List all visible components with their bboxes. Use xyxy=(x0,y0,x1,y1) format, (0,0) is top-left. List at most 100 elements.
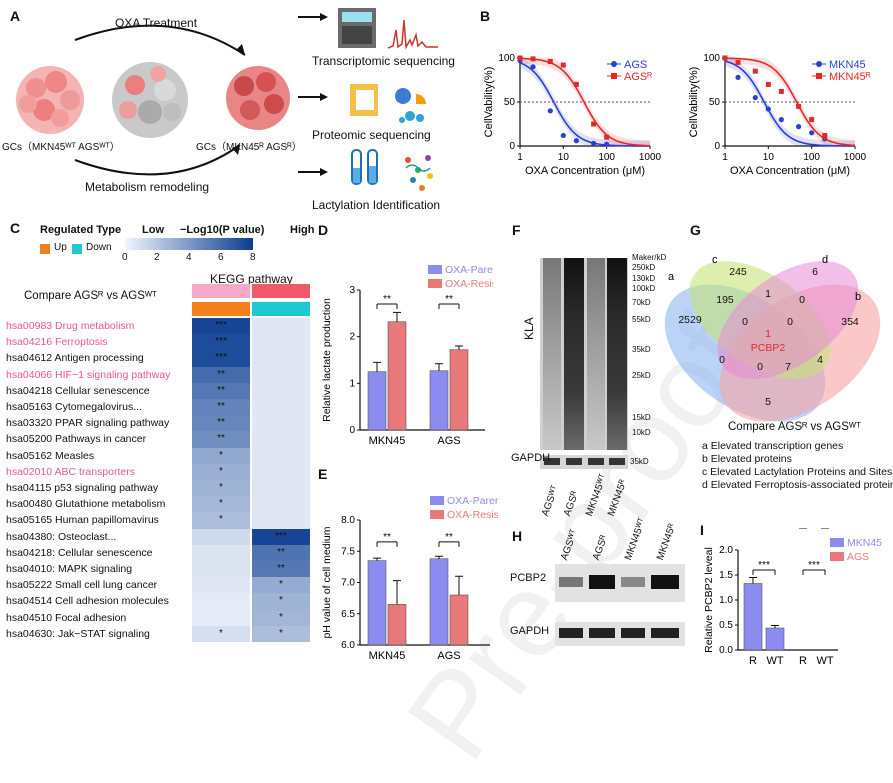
heatmap-cell-a xyxy=(192,577,250,595)
lane-label: AGSᵂᵀ xyxy=(540,484,562,518)
lane-label: MKN45ᵂᵀ xyxy=(623,516,649,562)
pcbp2-band xyxy=(559,577,583,587)
bar xyxy=(449,349,469,431)
kegg-header-a xyxy=(192,284,250,298)
bar xyxy=(387,604,407,646)
heatmap-cell-a: *** xyxy=(192,318,250,336)
bar xyxy=(387,321,407,431)
marker-ladder-labels: Maker/kD 250kD 130kD 100kD 70kD 55kD 35kD 25kD 1… xyxy=(632,253,692,453)
x-tick-label: AGS xyxy=(437,435,460,447)
heatmap-cell-a: ** xyxy=(192,415,250,433)
kegg-row-label: hsa00983 Drug metabolism xyxy=(6,320,135,332)
legend-label: MKN45 xyxy=(829,59,866,71)
marker-label: 55kD xyxy=(632,315,651,324)
y-axis-label: pH value of cell medium xyxy=(321,526,333,638)
y-tick-label: 0.5 xyxy=(719,620,733,631)
data-point xyxy=(809,130,815,136)
data-point xyxy=(530,56,536,62)
down-label: Down xyxy=(86,242,112,253)
heatmap-cell-a: * xyxy=(192,480,250,498)
x-tick-label: AGS xyxy=(437,650,460,662)
wt-cells-label: GCs（MKN45ᵂᵀ AGSᵂᵀ） xyxy=(2,142,120,153)
scale-metric-label: −Log10(P value) xyxy=(180,224,265,236)
y-tick-label: 100 xyxy=(498,53,515,64)
color-scale-tick: 2 xyxy=(154,252,160,263)
gapdh-membrane xyxy=(540,455,628,469)
data-point xyxy=(765,81,771,87)
venn-legend-item: d Elevated Ferroptosis-associated protei… xyxy=(702,479,893,491)
kegg-row-label: hsa04218 Cellular senescence xyxy=(6,384,150,397)
pcbp2-band xyxy=(589,575,615,589)
legend-label: OXA-Resistant xyxy=(445,278,493,290)
sig-label: *** xyxy=(808,560,820,571)
arrow-icon xyxy=(298,93,328,101)
panel-label-d: D xyxy=(318,222,329,238)
venn-set-letter: a xyxy=(668,271,675,283)
heatmap-cell-a: * xyxy=(192,625,250,643)
kla-lane-1 xyxy=(543,258,561,450)
marker-label: 15kD xyxy=(632,413,651,422)
kegg-title: KEGG pathway xyxy=(210,272,293,286)
data-point xyxy=(591,121,597,127)
data-point xyxy=(778,117,784,123)
metabolism-remodeling-label: Metabolism remodeling xyxy=(85,180,210,194)
regulated-type-title: Regulated Type xyxy=(40,224,122,236)
marker-label: 25kD xyxy=(632,371,651,380)
data-point xyxy=(517,55,523,61)
heatmap-cell-a: * xyxy=(192,463,250,481)
venn-count: 1 xyxy=(765,328,771,340)
sig-label: ** xyxy=(383,294,391,305)
venn-set-letter: b xyxy=(855,291,861,303)
fit-curve-resistant xyxy=(519,57,651,147)
sig-label: ** xyxy=(445,532,453,543)
bar xyxy=(429,558,449,646)
heatmap-cell-a: * xyxy=(192,447,250,465)
panel-label-e: E xyxy=(318,466,328,482)
data-point xyxy=(560,132,566,139)
venn-count: 0 xyxy=(757,361,763,373)
regulation-down-cell xyxy=(252,302,310,316)
bar xyxy=(449,594,469,646)
venn-count: 2529 xyxy=(678,314,702,326)
panel-e-chart: 6.0 6.5 7.0 7.5 8.0 pH value of cell medium **… xyxy=(321,495,498,662)
heatmap-cell-a: ** xyxy=(192,399,250,417)
panel-label-f: F xyxy=(512,222,521,238)
data-point xyxy=(604,134,610,140)
heatmap-cell-b xyxy=(252,447,310,465)
heatmap-cell-b: *** xyxy=(252,528,310,546)
compare-label: Compare AGSᴿ vs AGSᵂᵀ xyxy=(24,290,158,302)
y-axis-label: CellVability(%) xyxy=(688,67,700,138)
transcriptomic-label: Transcriptomic sequencing xyxy=(312,54,455,68)
y-tick-label: 3 xyxy=(349,285,355,296)
y-tick-label: 2.0 xyxy=(719,545,733,556)
x-tick-label: MKN45 xyxy=(369,650,406,662)
venn-legend-item: b Elevated proteins xyxy=(702,453,792,465)
color-scale-tick: 0 xyxy=(122,252,128,263)
kegg-row-label: hsa04066 HIF−1 signaling pathway xyxy=(6,368,171,381)
legend-label: MKN45 xyxy=(847,537,882,549)
sig-label: ** xyxy=(383,532,391,543)
heatmap-cell-a xyxy=(192,528,250,546)
lane-label: AGSᵂᵀ xyxy=(559,528,581,562)
panel-label-g: G xyxy=(690,222,701,238)
venn-count: 4 xyxy=(817,354,823,366)
marker-title: Maker/kD xyxy=(632,253,667,262)
y-tick-label: 2 xyxy=(349,332,355,343)
panel-d-chart: 0 1 2 3 Relative lactate production ** ** MKN45… xyxy=(321,264,493,447)
venn-set-letter: d xyxy=(822,254,828,266)
heatmap-cell-b xyxy=(252,399,310,417)
panel-f-lane-labels: AGSᵂᵀ AGSᴿ MKN45ᵂᵀ MKN45ᴿ xyxy=(540,472,640,522)
heatmap-cell-b xyxy=(252,382,310,400)
y-tick-label: 1 xyxy=(349,378,355,389)
marker-label: 35kD xyxy=(632,345,651,354)
kegg-row-label: hsa04510 Focal adhesion xyxy=(6,611,127,624)
panel-label-a: A xyxy=(10,8,21,24)
color-scale-tick: 8 xyxy=(250,252,256,263)
heatmap-cell-b xyxy=(252,415,310,433)
heatmap-cell-b xyxy=(252,366,310,384)
fit-curve-parental xyxy=(724,60,856,147)
heatmap-cell-a: ** xyxy=(192,366,250,384)
kegg-row-label: hsa04514 Cell adhesion molecules xyxy=(6,595,169,608)
panel-label-i: I xyxy=(700,522,704,538)
